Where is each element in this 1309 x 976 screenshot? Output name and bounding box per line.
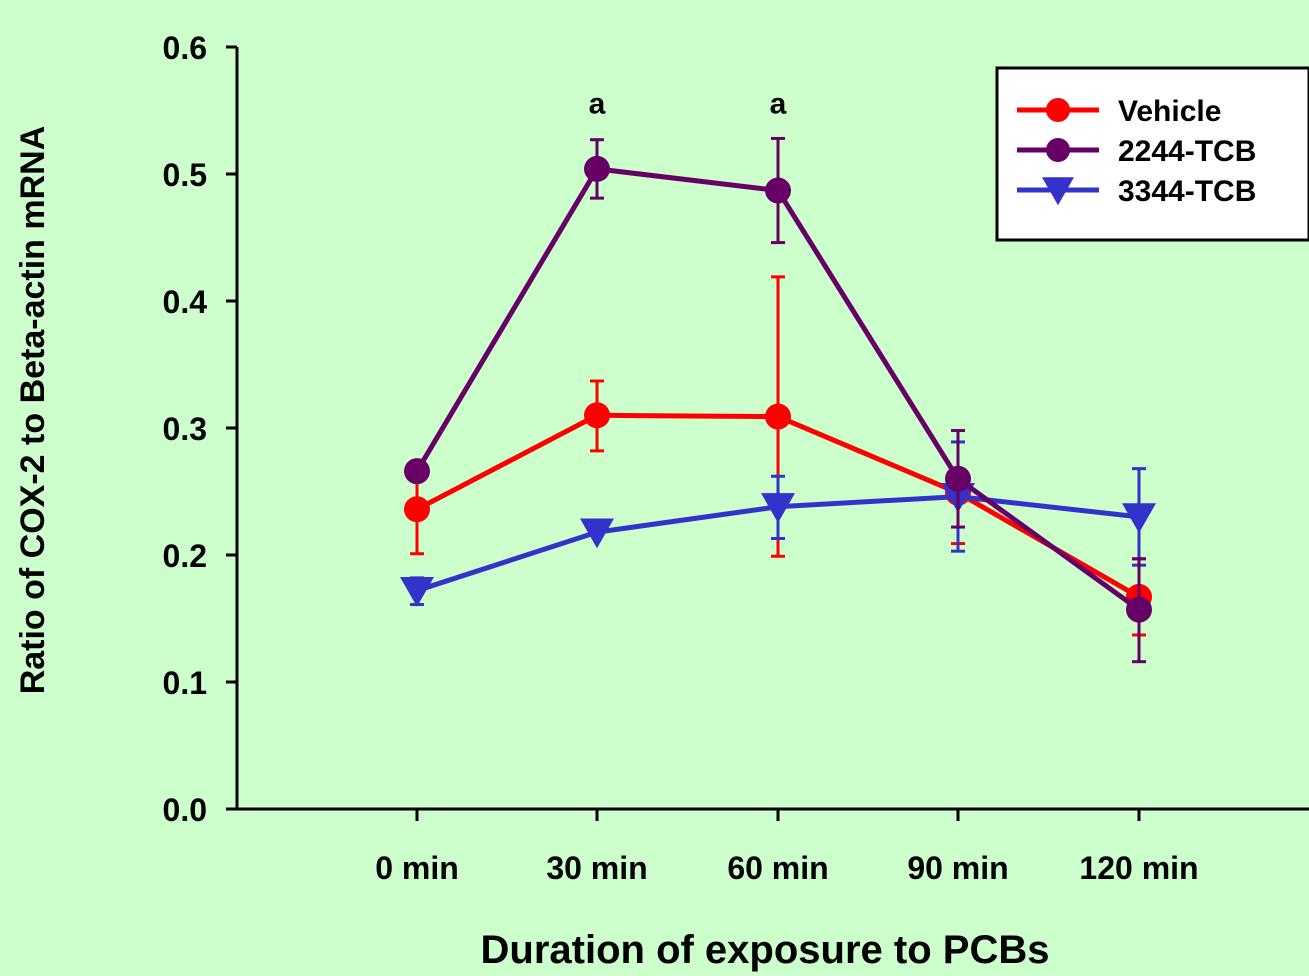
legend-label: Vehicle [1118,95,1221,128]
data-point-marker [580,518,614,549]
y-axis-title: Ratio of COX-2 to Beta-actin mRNA [14,126,52,695]
legend: Vehicle 2244-TCB 3344-TCB [995,66,1309,242]
data-point-marker [1126,596,1152,623]
significance-label: a [589,88,606,121]
x-tick-label: 0 min [375,850,459,886]
y-tick-label: 0.2 [163,538,207,574]
y-tick-label: 0.6 [163,30,207,66]
data-point-marker [584,155,610,182]
legend-label: 3344-TCB [1118,175,1256,208]
y-tick-label: 0.1 [163,665,207,701]
x-tick-label: 30 min [546,850,647,886]
x-axis-title: Duration of exposure to PCBs [481,928,1050,972]
legend-entry: Vehicle [1017,95,1221,128]
series-vehicle [404,275,1152,637]
data-point-marker [945,465,971,492]
y-axis-ticks: 0.0 0.1 0.2 0.3 0.4 0.5 0.6 [163,30,237,828]
series-2244-tcb [404,136,1152,664]
legend-entry: 2244-TCB [1017,135,1256,168]
data-point-marker [1046,98,1070,122]
data-point-marker [584,402,610,429]
legend-label: 2244-TCB [1118,135,1256,168]
data-point-marker [761,493,795,523]
significance-label: a [770,88,787,121]
x-axis-ticks: 0 min 30 min 60 min 90 min 120 min [375,809,1199,886]
data-point-marker [1042,177,1074,206]
x-tick-label: 90 min [907,850,1008,886]
data-point-marker [1046,138,1070,162]
data-point-marker [765,177,791,204]
data-point-marker [400,576,434,607]
series-layer [400,136,1156,664]
y-tick-label: 0.5 [163,157,207,193]
y-tick-label: 0.3 [163,411,207,447]
y-tick-label: 0.0 [163,792,207,828]
x-tick-label: 120 min [1079,850,1198,886]
data-point-marker [404,496,430,523]
x-tick-label: 60 min [727,850,828,886]
data-point-marker [404,458,430,485]
data-point-marker [765,403,791,430]
y-tick-label: 0.4 [163,284,208,320]
legend-entry: 3344-TCB [1017,175,1256,208]
data-point-marker [1122,503,1156,534]
